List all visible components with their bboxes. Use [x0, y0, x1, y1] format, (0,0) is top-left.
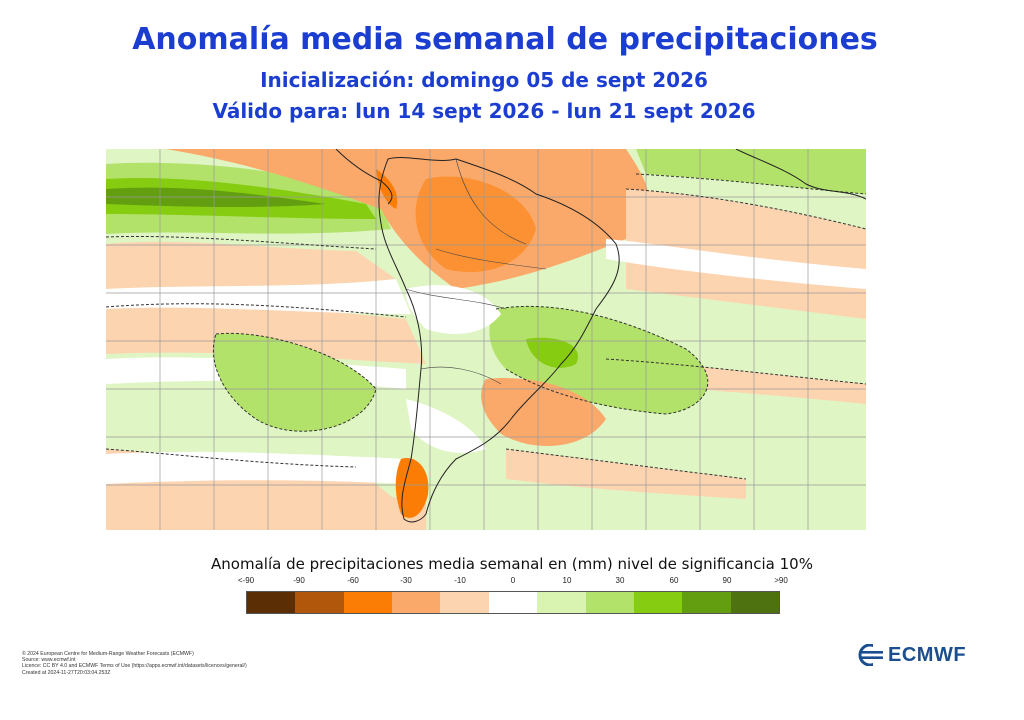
anomaly-neutral-area: [405, 285, 501, 334]
anomaly-negative-area: [166, 149, 650, 289]
anomaly-negative-area: [106, 241, 396, 289]
anomaly-neutral-area: [106, 451, 406, 484]
significance-contours: [106, 173, 866, 480]
anomaly-negative-area: [395, 458, 429, 518]
central-america-outline: [335, 149, 393, 205]
legend-swatch: [730, 592, 779, 613]
anomaly-neutral-area: [106, 279, 411, 314]
anomaly-negative-area: [506, 449, 746, 499]
map-title: Anomalía media semanal de precipitacione…: [132, 22, 878, 57]
credits-line: Source: www.ecmwf.int: [22, 657, 76, 664]
anomaly-negative-area: [481, 378, 606, 446]
legend-tick: 60: [669, 576, 679, 585]
legend-swatch: [633, 592, 683, 613]
legend-tick: <-90: [237, 576, 255, 585]
legend-color-bar: [246, 591, 780, 614]
legend-tick: 10: [562, 576, 572, 585]
legend-tick: 0: [510, 576, 516, 585]
legend-swatch: [343, 592, 393, 613]
anomaly-negative-area: [626, 189, 866, 319]
anomaly-negative-area: [106, 304, 426, 364]
legend-tick: -60: [347, 576, 359, 585]
legend-tick: >90: [774, 576, 788, 585]
legend-swatch: [585, 592, 634, 613]
south-america-outline: [378, 157, 620, 523]
legend-tick: -90: [293, 576, 305, 585]
ecmwf-logo-text: ECMWF: [888, 643, 967, 666]
legend-ticks: <-90 -90 -60 -30 -10 0 10 30 60 90 >90: [222, 576, 806, 588]
legend-tick: -10: [454, 576, 466, 585]
legend-swatch: [682, 592, 731, 613]
legend-title: Anomalía de precipitaciones media semana…: [211, 555, 813, 573]
legend-swatch: [392, 592, 441, 613]
legend-swatch: [537, 592, 586, 613]
valid-period: Válido para: lun 14 sept 2026 - lun 21 s…: [212, 99, 756, 123]
anomaly-negative-area: [106, 484, 426, 530]
africa-outline: [735, 149, 866, 200]
legend-tick: 90: [722, 576, 732, 585]
initialization-date: Inicialización: domingo 05 de sept 2026: [260, 68, 708, 92]
anomaly-neutral-area: [606, 239, 866, 289]
legend-tick: 30: [615, 576, 625, 585]
ecmwf-logo-icon: [858, 644, 885, 666]
anomaly-positive-area: [213, 333, 376, 432]
credits-line: © 2024 European Centre for Medium-Range …: [22, 651, 194, 657]
legend-swatch: [247, 592, 296, 613]
precipitation-anomaly-map: [106, 149, 866, 530]
legend-swatch: [440, 592, 489, 613]
legend-swatch: [488, 592, 538, 613]
anomaly-positive-area: [636, 149, 866, 194]
credits-line: Licence: CC BY 4.0 and ECMWF Terms of Us…: [22, 663, 247, 670]
legend-swatch: [295, 592, 344, 613]
anomaly-neutral-area: [406, 399, 486, 453]
credits: © 2024 European Centre for Medium-Range …: [22, 651, 247, 676]
anomaly-negative-area: [415, 176, 536, 273]
credits-line: Created at 2024-11-27T20:03:04.253Z: [22, 669, 111, 676]
ecmwf-logo: ECMWF: [855, 643, 966, 667]
legend-tick: -30: [400, 576, 412, 585]
country-borders: [405, 158, 547, 385]
anomaly-positive-area: [106, 187, 326, 208]
